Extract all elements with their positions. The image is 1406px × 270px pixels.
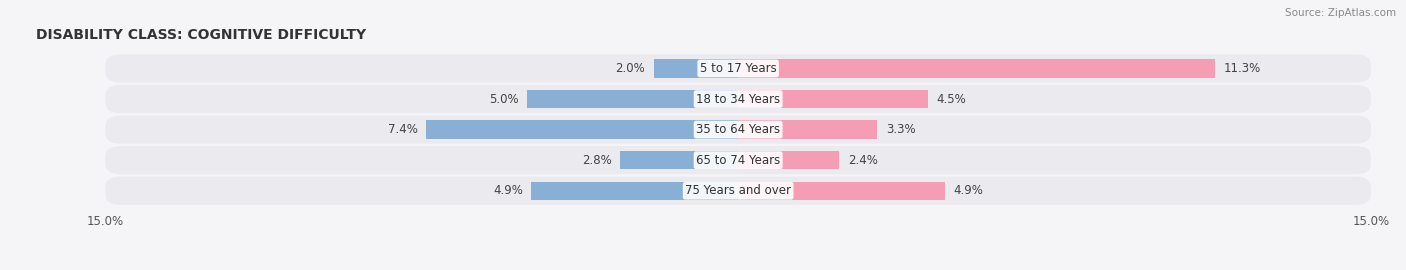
Bar	[654, 59, 738, 78]
Bar	[426, 120, 738, 139]
FancyBboxPatch shape	[105, 146, 1371, 174]
Text: 2.4%: 2.4%	[848, 154, 877, 167]
Text: 18 to 34 Years: 18 to 34 Years	[696, 93, 780, 106]
FancyBboxPatch shape	[105, 55, 1371, 83]
Bar	[527, 90, 738, 108]
Bar	[620, 151, 738, 169]
Text: 5.0%: 5.0%	[489, 93, 519, 106]
Bar	[738, 120, 877, 139]
Text: 65 to 74 Years: 65 to 74 Years	[696, 154, 780, 167]
Bar	[738, 151, 839, 169]
FancyBboxPatch shape	[105, 116, 1371, 144]
Text: Source: ZipAtlas.com: Source: ZipAtlas.com	[1285, 8, 1396, 18]
Bar	[738, 90, 928, 108]
FancyBboxPatch shape	[105, 177, 1371, 205]
FancyBboxPatch shape	[105, 85, 1371, 113]
Bar	[531, 181, 738, 200]
Text: 35 to 64 Years: 35 to 64 Years	[696, 123, 780, 136]
Text: 4.9%: 4.9%	[953, 184, 983, 197]
Bar	[738, 181, 945, 200]
Text: DISABILITY CLASS: COGNITIVE DIFFICULTY: DISABILITY CLASS: COGNITIVE DIFFICULTY	[37, 28, 366, 42]
Text: 7.4%: 7.4%	[388, 123, 418, 136]
Text: 4.5%: 4.5%	[936, 93, 966, 106]
Text: 11.3%: 11.3%	[1223, 62, 1260, 75]
Text: 75 Years and over: 75 Years and over	[685, 184, 792, 197]
Bar	[738, 59, 1215, 78]
Text: 5 to 17 Years: 5 to 17 Years	[700, 62, 776, 75]
Text: 2.0%: 2.0%	[616, 62, 645, 75]
Text: 4.9%: 4.9%	[494, 184, 523, 197]
Text: 2.8%: 2.8%	[582, 154, 612, 167]
Text: 3.3%: 3.3%	[886, 123, 915, 136]
